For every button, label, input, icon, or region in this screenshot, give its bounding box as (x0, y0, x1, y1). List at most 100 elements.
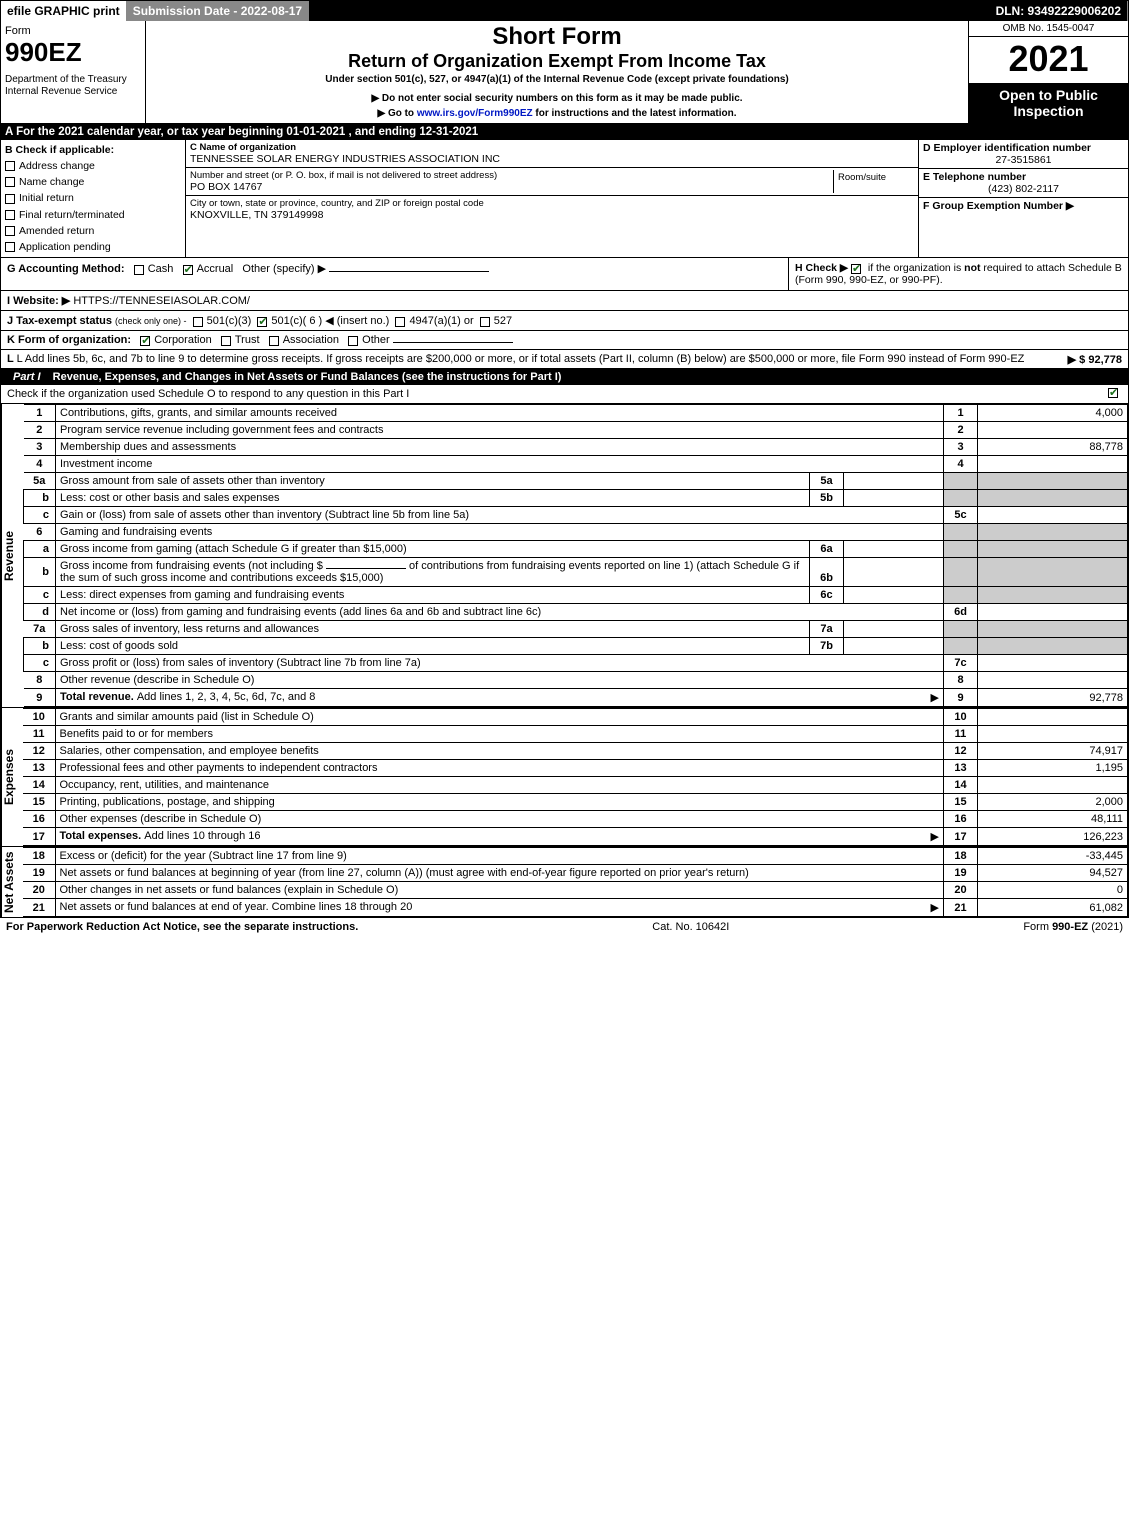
line-3: 3Membership dues and assessments388,778 (24, 439, 1128, 456)
b-opt-name: Name change (5, 174, 181, 190)
checkbox-icon[interactable] (395, 317, 405, 327)
line-6c: cLess: direct expenses from gaming and f… (24, 587, 1128, 604)
checkbox-icon[interactable] (193, 317, 203, 327)
b-opt-pending: Application pending (5, 239, 181, 255)
org-city: KNOXVILLE, TN 379149998 (190, 209, 914, 221)
row-k-form-org: K Form of organization: Corporation Trus… (1, 331, 1128, 350)
line-21: 21Net assets or fund balances at end of … (23, 899, 1128, 917)
column-def: D Employer identification number 27-3515… (918, 140, 1128, 258)
form-990ez-page: efile GRAPHIC print Submission Date - 20… (0, 0, 1129, 918)
line-5a: 5aGross amount from sale of assets other… (24, 473, 1128, 490)
paperwork-notice: For Paperwork Reduction Act Notice, see … (6, 921, 358, 933)
checkbox-checked-icon[interactable] (1108, 388, 1118, 398)
line-6d: dNet income or (loss) from gaming and fu… (24, 604, 1128, 621)
header-middle: Short Form Return of Organization Exempt… (146, 21, 968, 123)
b-opt-address: Address change (5, 158, 181, 174)
short-form-title: Short Form (152, 23, 962, 51)
line-15: 15Printing, publications, postage, and s… (23, 794, 1128, 811)
efile-label: efile GRAPHIC print (1, 1, 127, 21)
checkbox-icon[interactable] (5, 177, 15, 187)
form-number: 990EZ (5, 37, 141, 68)
open-to-public: Open to Public Inspection (969, 83, 1128, 123)
revenue-label: Revenue (1, 404, 23, 707)
part-1-checkline: Check if the organization used Schedule … (1, 385, 1128, 404)
line-6a: aGross income from gaming (attach Schedu… (24, 541, 1128, 558)
c-city-block: City or town, state or province, country… (186, 196, 918, 223)
line-17: 17Total expenses. Add lines 10 through 1… (23, 828, 1128, 846)
form-ref: Form 990-EZ (2021) (1023, 921, 1123, 933)
h-schedule-b: H Check ▶ if the organization is not req… (788, 258, 1128, 290)
line-4: 4Investment income4 (24, 456, 1128, 473)
checkbox-icon[interactable] (480, 317, 490, 327)
dln-label: DLN: 93492229006202 (990, 1, 1128, 21)
ein-value: 27-3515861 (923, 154, 1124, 166)
under-section: Under section 501(c), 527, or 4947(a)(1)… (152, 74, 962, 85)
line-20: 20Other changes in net assets or fund ba… (23, 882, 1128, 899)
line-5b: bLess: cost or other basis and sales exp… (24, 490, 1128, 507)
omb-number: OMB No. 1545-0047 (969, 21, 1128, 37)
checkbox-icon[interactable] (134, 265, 144, 275)
submission-date: Submission Date - 2022-08-17 (127, 1, 309, 21)
irs-link[interactable]: www.irs.gov/Form990EZ (417, 108, 533, 119)
line-6: 6Gaming and fundraising events (24, 524, 1128, 541)
checkbox-icon[interactable] (348, 336, 358, 346)
line-18: 18Excess or (deficit) for the year (Subt… (23, 848, 1128, 865)
top-bar: efile GRAPHIC print Submission Date - 20… (1, 1, 1128, 21)
page-footer: For Paperwork Reduction Act Notice, see … (0, 918, 1129, 936)
c-addr-block: Number and street (or P. O. box, if mail… (186, 168, 918, 196)
row-l-gross-receipts: L L Add lines 5b, 6c, and 7b to line 9 t… (1, 350, 1128, 369)
ssn-warning: ▶ Do not enter social security numbers o… (152, 93, 962, 104)
tax-year: 2021 (969, 37, 1128, 83)
line-11: 11Benefits paid to or for members11 (23, 726, 1128, 743)
catalog-number: Cat. No. 10642I (652, 921, 729, 933)
line-8: 8Other revenue (describe in Schedule O)8 (24, 672, 1128, 689)
line-1: 1Contributions, gifts, grants, and simil… (24, 405, 1128, 422)
checkbox-icon[interactable] (5, 161, 15, 171)
line-7b: bLess: cost of goods sold7b (24, 638, 1128, 655)
checkbox-icon[interactable] (5, 194, 15, 204)
line-19: 19Net assets or fund balances at beginni… (23, 865, 1128, 882)
checkbox-icon[interactable] (5, 242, 15, 252)
checkbox-icon[interactable] (221, 336, 231, 346)
checkbox-checked-icon[interactable] (257, 317, 267, 327)
checkbox-icon[interactable] (5, 210, 15, 220)
revenue-section: Revenue 1Contributions, gifts, grants, a… (1, 404, 1128, 707)
row-j-tax-status: J Tax-exempt status (check only one) - 5… (1, 311, 1128, 331)
section-b-through-f: B Check if applicable: Address change Na… (1, 140, 1128, 259)
gross-receipts-amt: ▶ $ 92,778 (1068, 353, 1122, 366)
b-opt-amended: Amended return (5, 223, 181, 239)
c-name-block: C Name of organization TENNESSEE SOLAR E… (186, 140, 918, 168)
part-1-header: Part I Revenue, Expenses, and Changes in… (1, 369, 1128, 385)
f-group: F Group Exemption Number ▶ (919, 198, 1128, 214)
line-2: 2Program service revenue including gover… (24, 422, 1128, 439)
line-14: 14Occupancy, rent, utilities, and mainte… (23, 777, 1128, 794)
net-assets-section: Net Assets 18Excess or (deficit) for the… (1, 846, 1128, 917)
return-title: Return of Organization Exempt From Incom… (152, 51, 962, 72)
checkbox-checked-icon[interactable] (851, 264, 861, 274)
checkbox-checked-icon[interactable] (140, 336, 150, 346)
checkbox-checked-icon[interactable] (183, 265, 193, 275)
line-16: 16Other expenses (describe in Schedule O… (23, 811, 1128, 828)
row-i-website: I Website: ▶ HTTPS://TENNESEIASOLAR.COM/ (1, 291, 1128, 311)
dept-label: Department of the Treasury Internal Reve… (5, 74, 141, 98)
line-5c: cGain or (loss) from sale of assets othe… (24, 507, 1128, 524)
checkbox-icon[interactable] (5, 226, 15, 236)
phone-value: (423) 802-2117 (923, 183, 1124, 195)
row-g-h: G Accounting Method: Cash Accrual Other … (1, 258, 1128, 291)
row-a-tax-year: A For the 2021 calendar year, or tax yea… (1, 124, 1128, 140)
e-phone: E Telephone number (423) 802-2117 (919, 169, 1128, 198)
line-10: 10Grants and similar amounts paid (list … (23, 709, 1128, 726)
column-c: C Name of organization TENNESSEE SOLAR E… (186, 140, 918, 258)
website-value: HTTPS://TENNESEIASOLAR.COM/ (73, 295, 250, 307)
g-accounting: G Accounting Method: Cash Accrual Other … (1, 258, 788, 290)
line-13: 13Professional fees and other payments t… (23, 760, 1128, 777)
header-right: OMB No. 1545-0047 2021 Open to Public In… (968, 21, 1128, 123)
net-assets-label: Net Assets (1, 847, 23, 917)
expenses-label: Expenses (1, 708, 23, 846)
checkbox-icon[interactable] (269, 336, 279, 346)
net-assets-table: 18Excess or (deficit) for the year (Subt… (23, 847, 1128, 917)
expenses-table: 10Grants and similar amounts paid (list … (23, 708, 1128, 846)
org-name: TENNESSEE SOLAR ENERGY INDUSTRIES ASSOCI… (190, 153, 914, 165)
column-b: B Check if applicable: Address change Na… (1, 140, 186, 258)
expenses-section: Expenses 10Grants and similar amounts pa… (1, 707, 1128, 846)
